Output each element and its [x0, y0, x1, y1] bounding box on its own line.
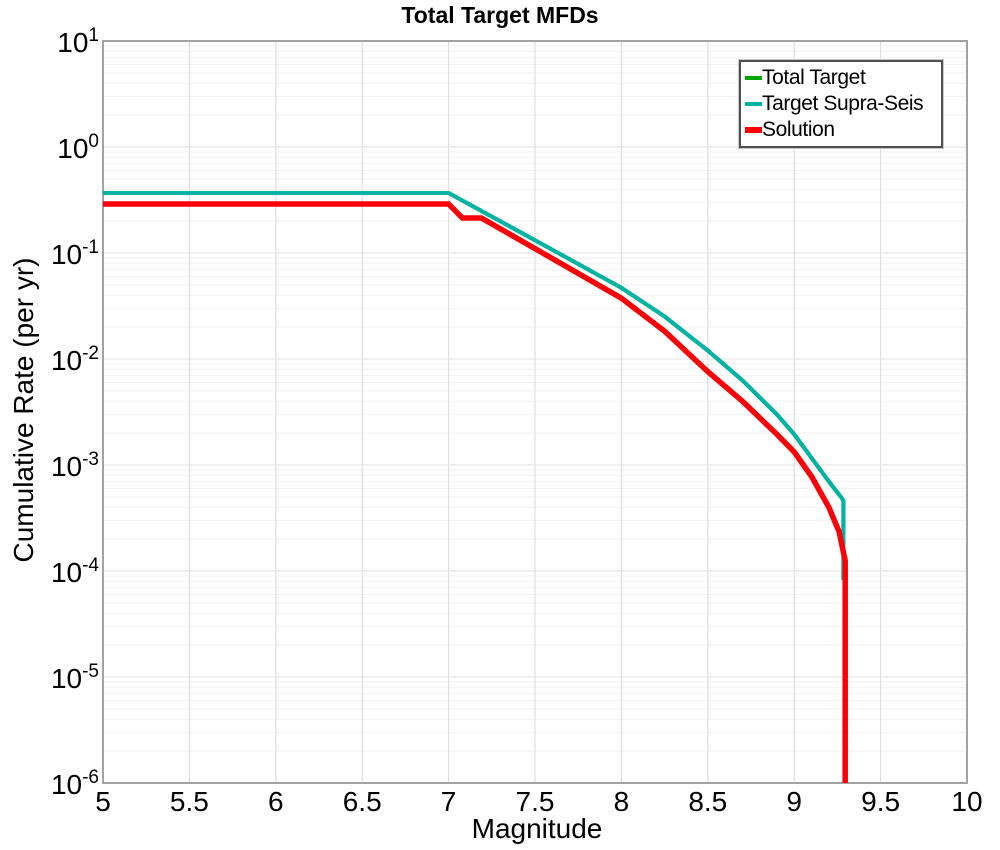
solution-line-swatch [745, 127, 762, 133]
x-axis-label: Magnitude [471, 813, 603, 844]
x-tick-label: 10 [951, 786, 983, 817]
legend: Total Target Target Supra-Seis Solution [739, 60, 943, 148]
x-tick-label: 8.5 [688, 786, 728, 817]
y-tick-label: 10-5 [50, 660, 99, 694]
x-tick-label: 6.5 [342, 786, 382, 817]
y-tick-label: 10-4 [50, 554, 99, 588]
target-supra-seis-line-swatch [745, 102, 762, 106]
y-tick-label: 10-3 [50, 448, 99, 482]
y-axis-label: Cumulative Rate (per yr) [8, 257, 39, 563]
x-tick-label: 5.5 [169, 786, 209, 817]
y-tick-label: 101 [57, 24, 99, 58]
x-tick-label: 9 [786, 786, 802, 817]
y-tick-label: 10-2 [50, 342, 99, 376]
series-total-target-line [103, 191, 846, 581]
y-tick-label: 10-1 [50, 236, 99, 270]
legend-item-solution: Solution [745, 117, 941, 143]
series-solution-line [103, 201, 848, 783]
x-tick-label: 5 [95, 786, 111, 817]
legend-item-target-supra-seis: Target Supra-Seis [745, 91, 941, 117]
x-tick-label: 6 [268, 786, 284, 817]
x-tick-label: 7.5 [515, 786, 555, 817]
x-tick-label: 7 [440, 786, 457, 817]
plot-area-border [102, 40, 968, 784]
y-tick-label: 10-6 [50, 766, 99, 800]
y-tick-label: 100 [57, 130, 99, 164]
total-target-line-swatch [745, 76, 762, 80]
series-target-supra-seis-line [103, 191, 846, 581]
x-tick-label: 9.5 [861, 786, 901, 817]
legend-label: Target Supra-Seis [762, 92, 924, 115]
chart-title: Total Target MFDs [401, 2, 599, 28]
x-tick-label: 8 [613, 786, 630, 817]
legend-item-total-target: Total Target [745, 65, 941, 91]
legend-label: Solution [762, 118, 835, 141]
legend-label: Total Target [762, 66, 866, 89]
